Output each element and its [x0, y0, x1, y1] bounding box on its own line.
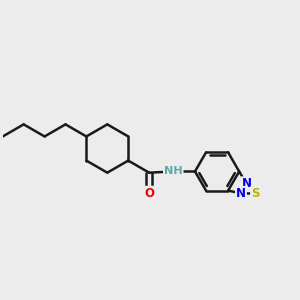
Text: N: N [236, 187, 246, 200]
Text: N: N [242, 177, 251, 190]
Text: NH: NH [164, 167, 183, 176]
Text: S: S [251, 187, 260, 200]
Text: O: O [144, 187, 154, 200]
